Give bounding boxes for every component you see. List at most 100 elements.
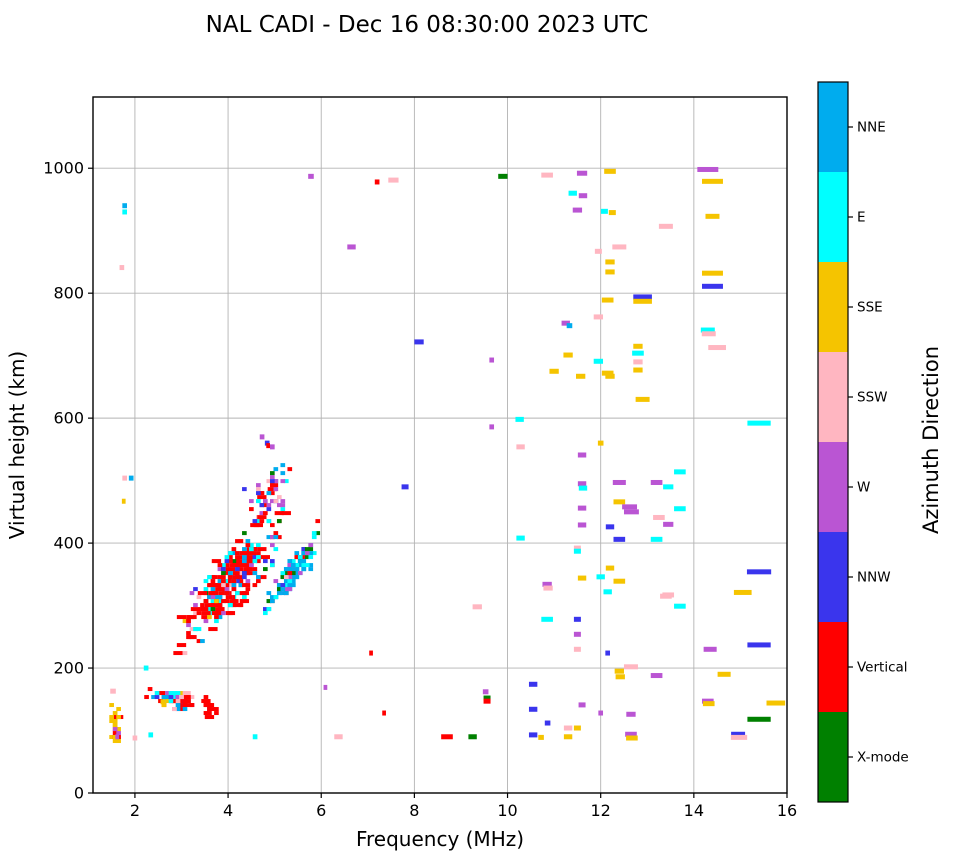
echo-point: [210, 587, 216, 592]
echo-point: [269, 599, 275, 604]
echo-point: [221, 599, 226, 604]
echo-point: [276, 583, 282, 588]
echo-point: [259, 434, 265, 440]
echo-point: [176, 615, 187, 620]
echo-point: [294, 563, 300, 568]
echo-point: [369, 650, 373, 656]
echo-point: [633, 298, 652, 304]
echo-point: [245, 539, 251, 544]
echo-point: [252, 519, 258, 524]
echo-point: [122, 209, 128, 215]
echo-point: [614, 668, 624, 674]
echo-point: [224, 583, 230, 588]
echo-point: [236, 559, 246, 564]
echo-point: [252, 559, 258, 564]
colorbar-tick-label: NNW: [857, 570, 891, 586]
echo-point: [308, 173, 314, 179]
echo-point: [635, 396, 650, 402]
echo-point: [541, 172, 553, 178]
echo-point: [542, 581, 552, 587]
echo-point: [221, 563, 226, 568]
colorbar-segment-w: [818, 442, 848, 532]
echo-point: [538, 734, 544, 740]
echo-point: [235, 575, 240, 580]
echo-point: [196, 595, 202, 600]
echo-point: [252, 571, 258, 576]
echo-point: [165, 699, 170, 704]
echo-point: [238, 555, 244, 560]
echo-point: [593, 314, 604, 320]
echo-point: [238, 567, 244, 572]
echo-point: [112, 727, 118, 732]
echo-point: [235, 567, 240, 572]
echo-point: [311, 535, 317, 540]
echo-point: [577, 452, 587, 458]
echo-point: [266, 519, 272, 524]
echo-point: [280, 463, 286, 468]
echo-point: [259, 511, 265, 516]
colorbar-segment-nnw: [818, 532, 848, 622]
echo-point: [242, 583, 247, 588]
echo-point: [168, 691, 174, 696]
echo-point: [252, 547, 258, 552]
echo-point: [601, 297, 614, 303]
echo-point: [544, 720, 551, 726]
echo-point: [246, 551, 257, 556]
echo-point: [200, 607, 205, 612]
echo-point: [119, 265, 125, 271]
echo-point: [257, 515, 267, 520]
echo-point: [231, 587, 237, 592]
echo-point: [374, 179, 380, 185]
echo-point: [605, 565, 615, 571]
colorbar-tick-label: SSW: [857, 390, 888, 406]
echo-point: [283, 571, 289, 576]
echo-point: [175, 699, 181, 704]
echo-point: [549, 368, 559, 374]
echo-point: [214, 615, 219, 620]
echo-point: [122, 475, 128, 481]
echo-point: [235, 591, 240, 596]
echo-point: [577, 481, 587, 487]
echo-point: [238, 539, 244, 544]
echo-point: [334, 734, 343, 740]
echo-point: [109, 703, 114, 708]
echo-point: [626, 735, 638, 741]
echo-point: [187, 615, 197, 620]
echo-point: [515, 416, 524, 422]
echo-point: [280, 507, 286, 512]
echo-point: [287, 467, 293, 472]
echo-point: [201, 699, 211, 704]
echo-point: [605, 373, 615, 379]
echo-point: [239, 551, 250, 556]
echo-point: [245, 567, 251, 572]
echo-point: [208, 575, 218, 580]
echo-point: [235, 571, 240, 576]
echo-point: [733, 589, 752, 595]
echo-point: [263, 511, 268, 516]
y-tick-label: 800: [53, 284, 84, 303]
echo-point: [280, 591, 286, 596]
echo-point: [235, 579, 240, 584]
echo-point: [122, 203, 128, 209]
echo-point: [650, 673, 663, 679]
echo-point: [576, 170, 588, 176]
echo-point: [112, 731, 118, 736]
echo-point: [290, 571, 296, 576]
echo-point: [297, 559, 303, 564]
echo-point: [633, 359, 643, 365]
colorbar-tick-label: NNE: [857, 120, 886, 136]
echo-point: [249, 507, 254, 512]
echo-point: [243, 571, 253, 576]
echo-point: [287, 559, 293, 564]
echo-point: [221, 567, 226, 572]
echo-point: [632, 350, 644, 356]
colorbar-segment-nne: [818, 82, 848, 172]
echo-point: [263, 607, 268, 612]
echo-point: [563, 352, 573, 358]
echo-point: [705, 213, 720, 219]
echo-point: [280, 575, 286, 580]
echo-point: [290, 559, 296, 564]
echo-point: [541, 616, 553, 622]
echo-point: [301, 559, 307, 564]
echo-point: [572, 207, 583, 213]
